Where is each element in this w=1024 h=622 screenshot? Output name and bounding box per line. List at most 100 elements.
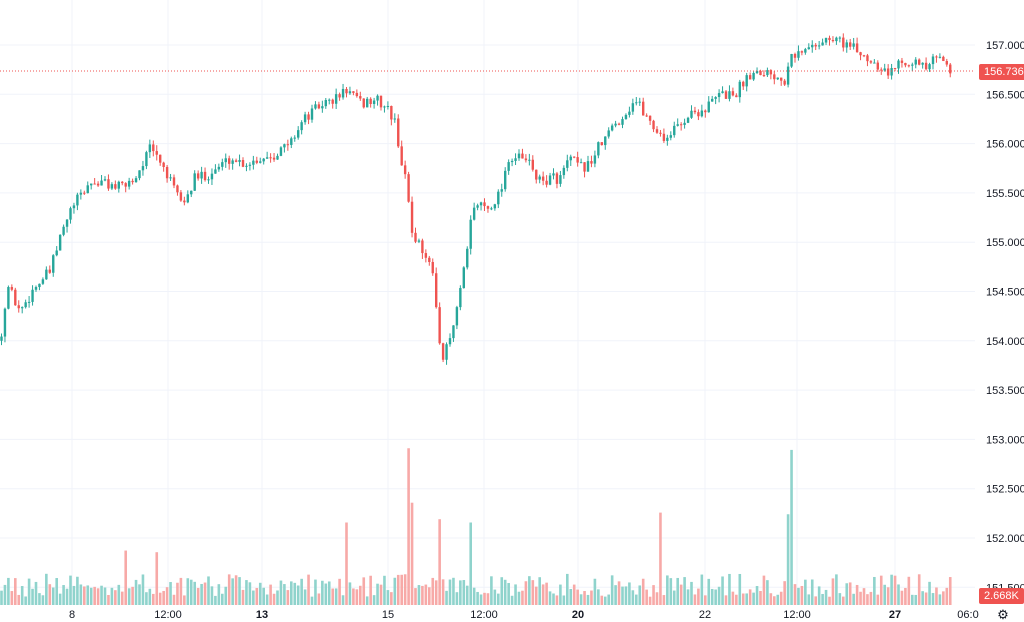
volume-bar bbox=[766, 580, 769, 605]
volume-bar bbox=[341, 595, 345, 605]
candle-body bbox=[276, 155, 279, 160]
volume-bar bbox=[286, 590, 290, 605]
candle-body bbox=[62, 226, 65, 235]
volume-bar bbox=[352, 588, 355, 605]
candle-body bbox=[907, 65, 911, 67]
volume-bar bbox=[776, 594, 780, 605]
volume-bar bbox=[603, 596, 607, 605]
volume-bar bbox=[590, 590, 593, 605]
candle-body bbox=[24, 302, 27, 308]
candle-body bbox=[407, 174, 410, 202]
candle-body bbox=[269, 157, 272, 159]
candle-body bbox=[45, 269, 48, 280]
volume-bar bbox=[234, 575, 238, 605]
volume-bar bbox=[355, 589, 359, 605]
volume-bar bbox=[165, 587, 169, 605]
volume-bar bbox=[859, 591, 862, 605]
volume-bar bbox=[134, 579, 138, 605]
candle-body bbox=[228, 158, 231, 164]
candle-body bbox=[576, 157, 579, 163]
candle-body bbox=[821, 42, 824, 46]
candle-body bbox=[207, 179, 210, 181]
volume-bar bbox=[562, 595, 566, 605]
candle-body bbox=[131, 180, 134, 183]
volume-bar bbox=[531, 580, 535, 605]
candle-body bbox=[593, 155, 597, 164]
volume-bar bbox=[762, 575, 766, 605]
candle-body bbox=[124, 183, 127, 187]
time-axis[interactable]: 8 12:00 13 15 12:00 20 22 12:00 27 06:0 bbox=[69, 609, 979, 621]
volume-bar bbox=[51, 587, 55, 605]
candle-body bbox=[31, 289, 34, 302]
candle-body bbox=[300, 122, 303, 131]
volume-bar bbox=[431, 577, 435, 605]
candle-body bbox=[590, 161, 593, 164]
volume-bar bbox=[783, 581, 786, 605]
volume-bar bbox=[831, 578, 835, 605]
candle-body bbox=[686, 117, 690, 123]
volume-bar bbox=[79, 584, 83, 605]
candle-body bbox=[914, 59, 917, 65]
volume-bar bbox=[279, 580, 283, 605]
volume-bar bbox=[497, 593, 500, 605]
candle-body bbox=[138, 170, 141, 179]
candle-body bbox=[759, 70, 762, 76]
settings-icon[interactable]: ⚙ bbox=[997, 607, 1009, 622]
volume-bar bbox=[483, 592, 486, 605]
candle-body bbox=[183, 200, 186, 203]
volume-bar bbox=[755, 586, 759, 605]
candle-body bbox=[38, 283, 41, 288]
candle-body bbox=[338, 94, 341, 98]
candle-body bbox=[34, 287, 38, 290]
candle-body bbox=[21, 307, 24, 309]
candle-body bbox=[386, 105, 390, 107]
candle-body bbox=[65, 219, 69, 227]
y-tick-label: 157.000 bbox=[986, 40, 1024, 52]
volume-bar bbox=[769, 593, 773, 605]
volume-bar bbox=[645, 589, 648, 605]
volume-bar bbox=[524, 581, 528, 605]
volume-bar bbox=[14, 578, 17, 605]
candle-body bbox=[448, 338, 452, 345]
volume-bar bbox=[452, 577, 455, 605]
volume-bar bbox=[886, 587, 890, 605]
candle-body bbox=[780, 77, 783, 81]
candle-body bbox=[510, 160, 514, 163]
candle-body bbox=[849, 42, 852, 47]
candle-body bbox=[638, 101, 641, 103]
x-tick-label: 12:00 bbox=[470, 609, 498, 621]
volume-bar bbox=[248, 582, 252, 605]
candle-body bbox=[52, 255, 55, 273]
candle-body bbox=[811, 44, 814, 48]
volume-bar bbox=[904, 587, 907, 605]
volume-bar bbox=[810, 579, 814, 605]
price-axis[interactable]: 157.000 156.500 156.000 155.500 155.000 154.5… bbox=[986, 40, 1024, 594]
volume-bar bbox=[231, 578, 234, 605]
candle-body bbox=[414, 232, 417, 242]
candles bbox=[0, 33, 952, 365]
candle-body bbox=[272, 157, 276, 160]
volume-bar bbox=[65, 588, 69, 605]
volume-bar bbox=[238, 577, 241, 605]
volume-bar bbox=[779, 591, 783, 605]
candle-body bbox=[745, 75, 748, 87]
volume-bar bbox=[648, 596, 652, 605]
candle-body bbox=[293, 137, 296, 139]
candle-body bbox=[597, 142, 600, 156]
volume-bar bbox=[493, 589, 497, 605]
volume-bar bbox=[245, 580, 248, 605]
candle-body bbox=[814, 44, 817, 47]
candle-body bbox=[200, 171, 203, 179]
volume-bar bbox=[169, 582, 172, 605]
volume-bar bbox=[31, 588, 34, 605]
candle-body bbox=[100, 180, 103, 186]
candle-body bbox=[159, 154, 162, 163]
candle-body bbox=[721, 91, 724, 94]
candle-body bbox=[334, 94, 338, 104]
volume-bar bbox=[579, 594, 583, 605]
volume-bar bbox=[221, 593, 224, 605]
candle-body bbox=[731, 91, 735, 96]
candle-body bbox=[752, 73, 755, 80]
volume-bar bbox=[338, 578, 341, 605]
